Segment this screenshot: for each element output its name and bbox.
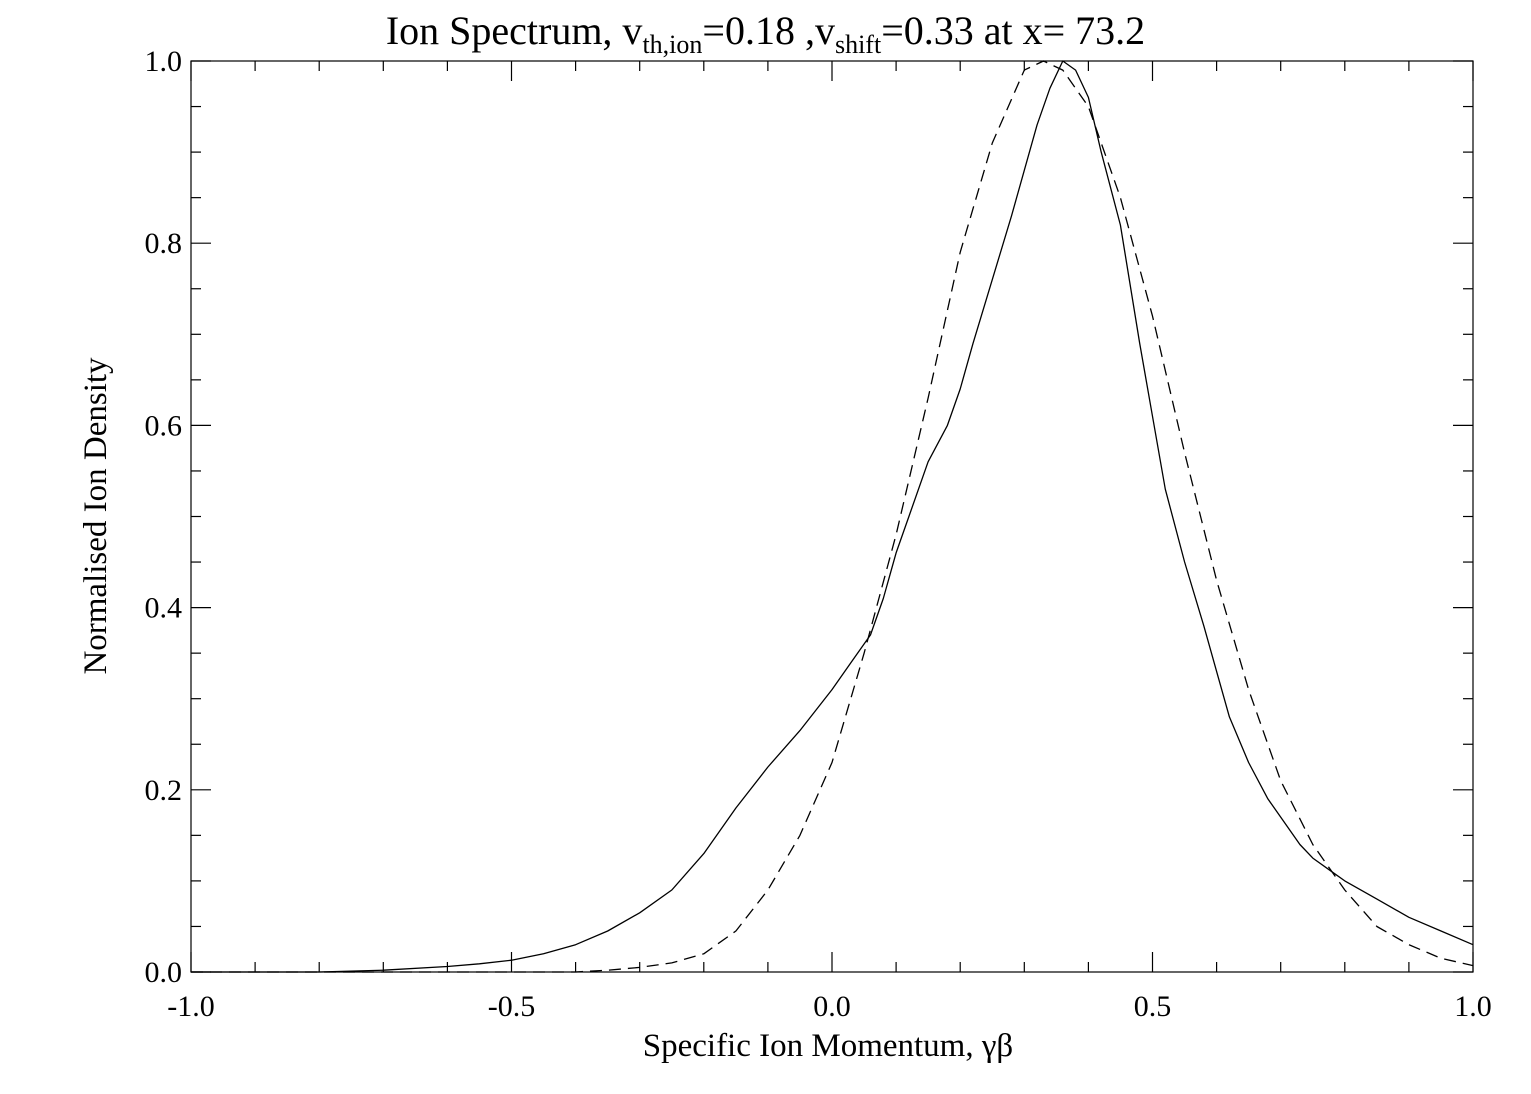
plot-frame [190, 60, 1474, 973]
chart-title: Ion Spectrum, vth,ion=0.18 ,vshift=0.33 … [385, 8, 1146, 59]
x-tick-label: 0.0 [813, 990, 851, 1023]
x-tick-label: 0.5 [1134, 990, 1172, 1023]
y-tick-label: 0.8 [145, 227, 183, 260]
axis-ticks [190, 60, 1474, 973]
x-tick-label: 1.0 [1454, 990, 1492, 1023]
y-tick-label: 0.4 [145, 592, 183, 625]
series-line-solid [191, 60, 1474, 973]
y-tick-label: 1.0 [145, 45, 183, 78]
x-tick-label: -1.0 [167, 990, 215, 1023]
series-line-dashed [191, 60, 1474, 973]
y-tick-label: 0.2 [145, 774, 183, 807]
data-series [191, 60, 1474, 973]
y-tick-label: 0.0 [145, 956, 183, 989]
tick-labels: -1.0 -0.5 0.0 0.5 1.0 0.0 0.2 0.4 0.6 0.8 1.0 [145, 45, 1492, 1023]
plot-area [190, 60, 1474, 973]
x-tick-label: -0.5 [488, 990, 536, 1023]
y-tick-label: 0.6 [145, 409, 183, 442]
x-axis-label: Specific Ion Momentum, γβ [642, 1028, 1014, 1064]
y-axis-label: Normalised Ion Density [78, 357, 114, 675]
